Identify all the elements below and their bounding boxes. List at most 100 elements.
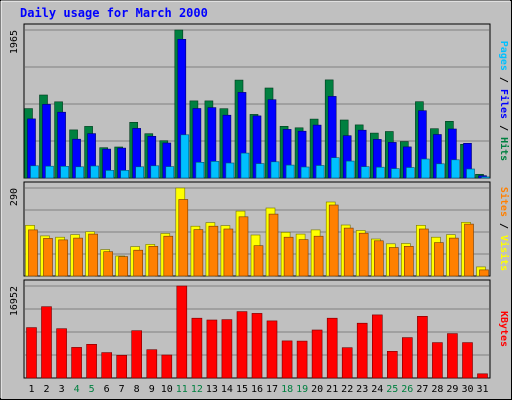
bar-hits-pages-1: [30, 165, 39, 179]
bar-kbytes-kbytes-1: [26, 327, 37, 379]
bar-hits-pages-23: [360, 166, 370, 179]
bar-hits-pages-3: [60, 166, 69, 179]
legend-part: KBytes: [498, 311, 509, 347]
bar-hits-pages-24: [375, 166, 385, 179]
bar-kbytes-kbytes-31: [477, 373, 488, 379]
bar-visits-sites-4: [73, 237, 83, 277]
x-tick-6: 6: [104, 384, 110, 395]
bar-visits-sites-18: [283, 236, 294, 277]
bar-kbytes-kbytes-6: [101, 352, 112, 379]
legend-part: /: [498, 217, 509, 235]
x-tick-29: 29: [446, 384, 458, 395]
bar-kbytes-kbytes-30: [462, 342, 473, 379]
x-tick-24: 24: [371, 384, 383, 395]
bar-visits-sites-3: [58, 239, 68, 277]
x-tick-2: 2: [43, 384, 49, 395]
bar-kbytes-kbytes-14: [221, 319, 233, 379]
bar-visits-sites-11: [178, 199, 189, 277]
bar-visits-sites-5: [88, 233, 98, 277]
bar-hits-pages-29: [451, 159, 460, 179]
series-sites: [28, 199, 489, 277]
bar-kbytes-kbytes-20: [311, 329, 323, 379]
bar-visits-sites-19: [298, 239, 309, 277]
bar-hits-pages-4: [75, 166, 84, 179]
bar-visits-sites-16: [253, 245, 264, 277]
legend-hits: Pages / Files / Hits: [498, 41, 510, 161]
x-tick-27: 27: [416, 384, 428, 395]
bar-visits-sites-13: [208, 225, 219, 277]
bar-visits-sites-26: [403, 246, 414, 277]
chart-title: Daily usage for March 2000: [20, 6, 208, 20]
bar-kbytes-kbytes-18: [281, 340, 293, 379]
bar-kbytes-kbytes-11: [176, 285, 188, 379]
legend-part: Hits: [498, 137, 510, 161]
bar-hits-pages-31: [481, 176, 490, 179]
bar-visits-sites-29: [449, 237, 459, 277]
bar-hits-pages-12: [195, 162, 205, 179]
legend-part: Visits: [498, 235, 510, 271]
y-max-label: 1965: [9, 30, 20, 54]
bar-kbytes-kbytes-3: [56, 328, 67, 379]
bar-visits-sites-15: [238, 216, 249, 277]
bar-kbytes-kbytes-13: [206, 319, 218, 379]
bar-kbytes-kbytes-4: [71, 347, 82, 379]
bar-kbytes-kbytes-8: [131, 330, 142, 379]
bar-hits-pages-26: [405, 167, 415, 179]
x-tick-3: 3: [59, 384, 65, 395]
bar-visits-sites-6: [103, 251, 113, 277]
bar-kbytes-kbytes-28: [432, 342, 443, 379]
y-max-label: 16952: [9, 286, 20, 316]
legend-kbytes: KBytes: [498, 311, 509, 347]
bar-hits-pages-25: [390, 168, 400, 179]
x-tick-31: 31: [476, 384, 488, 395]
bar-visits-sites-12: [193, 229, 204, 277]
x-tick-11: 11: [176, 384, 188, 395]
bar-hits-pages-21: [330, 157, 340, 179]
bar-hits-pages-7: [120, 170, 129, 179]
x-tick-9: 9: [149, 384, 155, 395]
bar-hits-pages-9: [150, 165, 160, 179]
bar-hits-pages-15: [240, 152, 250, 179]
x-tick-19: 19: [296, 384, 308, 395]
bar-visits-sites-22: [343, 227, 354, 277]
x-tick-25: 25: [386, 384, 398, 395]
panel-visits: 290 Sites / Visits: [9, 181, 510, 277]
panel-hits: 1965 Pages / Files / Hits: [9, 23, 510, 179]
x-tick-12: 12: [191, 384, 203, 395]
bar-kbytes-kbytes-22: [341, 347, 353, 379]
x-tick-15: 15: [236, 384, 248, 395]
bar-kbytes-kbytes-24: [371, 314, 383, 379]
bar-hits-pages-14: [225, 162, 235, 179]
bar-hits-pages-19: [300, 166, 310, 179]
x-tick-7: 7: [119, 384, 125, 395]
x-tick-22: 22: [341, 384, 353, 395]
bar-visits-sites-10: [163, 235, 174, 277]
x-tick-10: 10: [161, 384, 173, 395]
x-tick-16: 16: [251, 384, 263, 395]
bar-hits-pages-5: [90, 165, 99, 179]
series-pages: [30, 134, 490, 179]
x-tick-23: 23: [356, 384, 368, 395]
bar-visits-sites-1: [28, 229, 38, 277]
bar-kbytes-kbytes-7: [116, 354, 127, 379]
bar-visits-sites-9: [148, 246, 159, 277]
bar-hits-pages-17: [270, 161, 280, 179]
bar-hits-pages-2: [45, 165, 54, 179]
x-tick-5: 5: [89, 384, 95, 395]
panel-kbytes: 16952 KBytes: [9, 279, 509, 379]
bar-visits-sites-31: [479, 269, 489, 277]
bar-visits-sites-17: [268, 213, 279, 277]
bar-hits-pages-13: [210, 161, 220, 179]
legend-part: Files: [498, 89, 510, 119]
bar-hits-pages-16: [255, 163, 265, 179]
bar-hits-pages-27: [421, 158, 430, 179]
bar-visits-sites-28: [434, 242, 444, 277]
bar-visits-sites-2: [43, 238, 53, 277]
x-tick-20: 20: [311, 384, 323, 395]
y-max-label: 290: [9, 188, 20, 206]
x-tick-26: 26: [401, 384, 413, 395]
legend-part: /: [498, 119, 509, 137]
x-tick-21: 21: [326, 384, 338, 395]
bar-kbytes-kbytes-15: [236, 311, 248, 379]
